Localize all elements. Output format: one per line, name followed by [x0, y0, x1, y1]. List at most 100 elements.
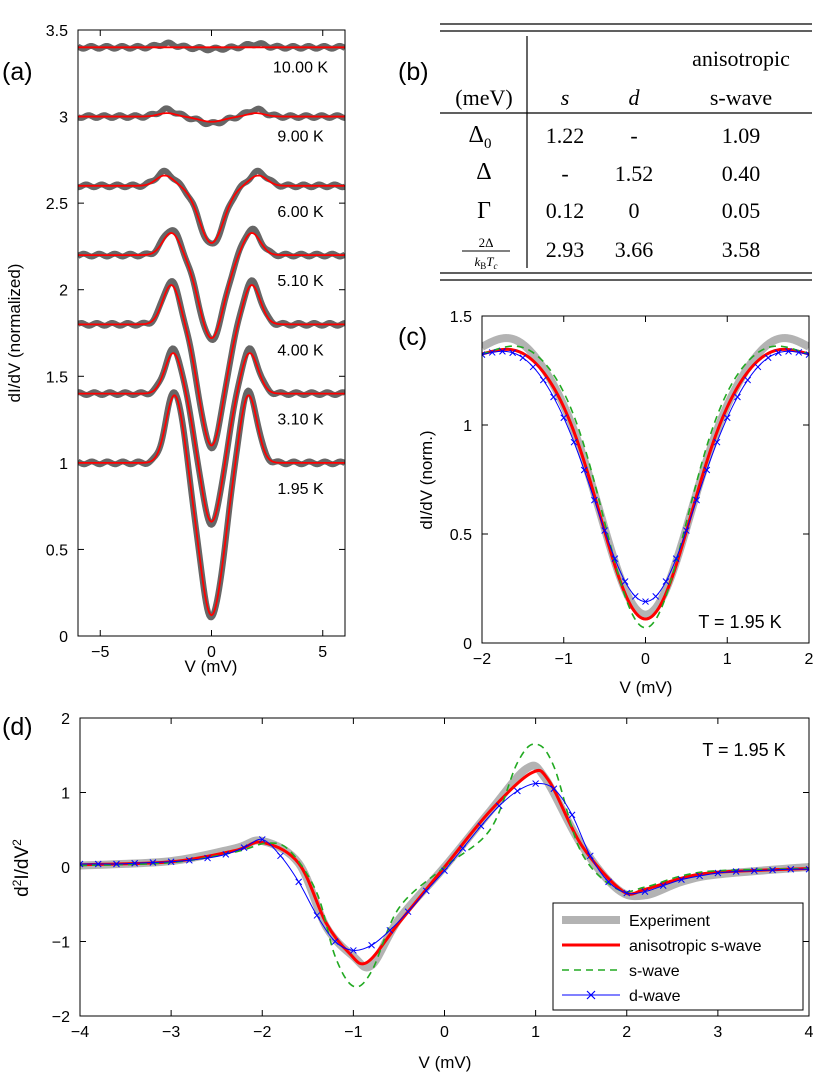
d-ytick-label: −2 [52, 1009, 70, 1026]
axes-frame-d [79, 717, 810, 1017]
ylabel-c: dI/dV (norm.) [417, 430, 436, 529]
ylabel-a: dI/dV (normalized) [5, 264, 24, 403]
marker-c-dwave [482, 351, 486, 358]
table-header-d: d [629, 85, 641, 110]
marker-c-dwave [509, 349, 517, 357]
marker-d-dwave [149, 859, 157, 866]
cell-delta-s: - [561, 161, 568, 186]
table-header-swave: s-wave [710, 85, 772, 110]
svg-text:2Δ: 2Δ [479, 235, 494, 250]
cell-gamma-aniso: 0.05 [722, 198, 761, 223]
cell-gamma-d: 0 [629, 198, 640, 223]
legend-marker-dwave [586, 990, 596, 1000]
annotation-c: T = 1.95 K [698, 612, 781, 632]
curve-a-temperature-label: 9.00 K [277, 129, 324, 146]
curve-c-fit [482, 347, 809, 621]
curve-a-temperature-label: 3.10 K [277, 412, 324, 429]
marker-d-dwave [441, 867, 448, 875]
marker-d-dwave [80, 860, 84, 868]
svg-text:kBTc: kBTc [474, 254, 497, 271]
legend-label-dwave: d-wave [629, 988, 681, 1005]
marker-d-dwave [185, 856, 193, 864]
curve-a-experiment [78, 387, 345, 621]
c-xtick-label: −2 [473, 651, 491, 668]
d-ytick-label: −1 [52, 935, 70, 952]
marker-c-dwave [621, 578, 629, 585]
a-xtick-label: −5 [91, 644, 109, 661]
a-xtick-label: 0 [207, 644, 216, 661]
marker-d-dwave [532, 780, 539, 787]
marker-d-dwave [167, 858, 175, 866]
marker-c-dwave [631, 593, 639, 600]
d-xtick-label: 0 [440, 1024, 449, 1041]
c-ytick-label: 1.5 [450, 309, 472, 326]
marker-c-dwave [591, 496, 598, 504]
marker-c-dwave [550, 393, 557, 401]
a-ytick-label: 2 [59, 283, 68, 300]
a-ytick-label: 0 [59, 629, 68, 646]
marker-c-dwave [764, 354, 772, 362]
marker-d-dwave [204, 854, 211, 862]
cell-ratio-d: 3.66 [615, 237, 654, 262]
a-xtick-label: 5 [318, 644, 327, 661]
marker-c-dwave [805, 351, 809, 358]
curve-c-dwave [482, 350, 809, 603]
marker-c-dwave [611, 555, 619, 562]
cell-delta-d: 1.52 [615, 161, 654, 186]
marker-d-dwave [295, 878, 303, 886]
marker-c-dwave [560, 414, 568, 422]
d-xtick-label: −1 [344, 1024, 362, 1041]
d-xtick-label: 2 [622, 1024, 631, 1041]
table-header-unit: (meV) [455, 85, 512, 110]
marker-d-dwave [313, 912, 321, 919]
marker-c-dwave [519, 354, 527, 362]
marker-c-dwave [774, 349, 782, 357]
marker-c-dwave [652, 593, 660, 600]
marker-d-dwave [605, 878, 612, 886]
parameter-table: anisotropic (meV) s d s-wave Δ0 Δ Γ 2Δ k… [440, 23, 812, 281]
curve-a-fit [78, 394, 345, 617]
row-label-ratio: 2Δ kBTc [462, 235, 510, 271]
c-ytick-label: 1 [463, 418, 472, 435]
marker-d-dwave [805, 865, 809, 873]
curve-a-fit [78, 174, 345, 244]
c-xtick-label: −1 [555, 651, 573, 668]
curve-a-temperature-label: 5.10 K [277, 273, 324, 290]
marker-c-dwave [499, 347, 506, 355]
curve-a-temperature-label: 1.95 K [277, 481, 324, 498]
d-xtick-label: 4 [805, 1024, 814, 1041]
a-ytick-label: 1.5 [46, 369, 68, 386]
d-xtick-label: 1 [531, 1024, 540, 1041]
marker-c-dwave [785, 347, 792, 355]
table-header-s: s [561, 85, 570, 110]
a-ytick-label: 2.5 [46, 196, 68, 213]
curve-a-fit [78, 112, 345, 123]
marker-c-dwave [529, 363, 537, 371]
marker-c-dwave [734, 393, 741, 401]
legend-label-experiment: Experiment [629, 913, 710, 930]
panel-label-c: (c) [398, 323, 427, 351]
cell-delta0-aniso: 1.09 [722, 123, 761, 148]
cell-delta0-s: 1.22 [546, 123, 585, 148]
legend-label-swave: s-wave [629, 963, 680, 980]
cell-ratio-aniso: 3.58 [722, 237, 761, 262]
marker-d-dwave [222, 850, 230, 858]
annotation-d: T = 1.95 K [702, 740, 785, 760]
marker-d-dwave [514, 787, 521, 795]
marker-d-dwave [459, 845, 467, 852]
marker-c-dwave [723, 414, 731, 422]
panel-c: −2 −1 0 1 2 0 0.5 1 1.5 T = 1.95 K V (mV) dI/dV … [417, 309, 814, 697]
marker-c-dwave [662, 578, 670, 585]
curve-a-fit [78, 232, 345, 340]
d-ytick-label: 0 [61, 860, 70, 877]
marker-c-dwave [754, 363, 762, 371]
marker-d-dwave [258, 836, 266, 843]
marker-c-dwave [580, 466, 588, 474]
marker-d-dwave [277, 852, 284, 860]
marker-c-dwave [570, 438, 578, 446]
panel-label-d: (d) [2, 713, 33, 741]
marker-d-dwave [714, 869, 722, 877]
marker-d-dwave [586, 852, 594, 860]
marker-c-dwave [713, 438, 721, 446]
